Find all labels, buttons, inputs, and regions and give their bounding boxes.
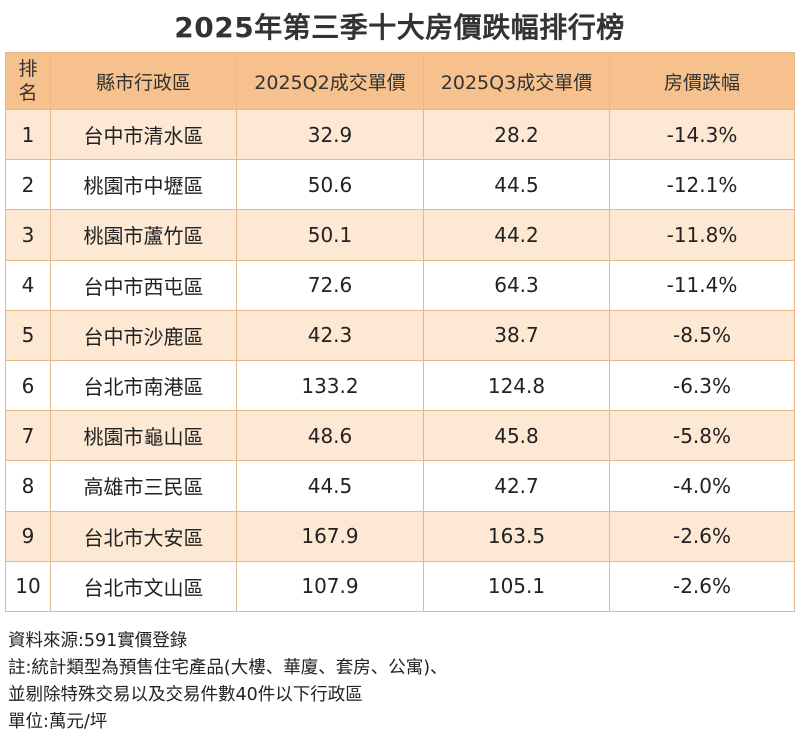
table-row: 3 桃園市蘆竹區 50.1 44.2 -11.8% xyxy=(5,209,795,261)
cell-rank: 4 xyxy=(5,259,51,311)
cell-rank: 8 xyxy=(5,460,51,512)
cell-district: 桃園市蘆竹區 xyxy=(50,209,237,261)
cell-decline: -8.5% xyxy=(609,309,795,361)
footnote-source: 資料來源:591實價登錄 xyxy=(8,631,188,651)
header-rank: 排名 xyxy=(5,52,51,110)
cell-q3-price: 28.2 xyxy=(423,108,610,161)
footnotes: 資料來源:591實價登錄 註:統計類型為預售住宅產品(大樓、華廈、套房、公寓)、… xyxy=(8,628,448,736)
cell-q3-price: 124.8 xyxy=(423,359,610,412)
table-header-row: 排名 縣市行政區 2025Q2成交單價 2025Q3成交單價 房價跌幅 xyxy=(5,52,795,110)
cell-decline: -14.3% xyxy=(609,108,795,161)
cell-rank: 9 xyxy=(5,510,51,562)
cell-q2-price: 167.9 xyxy=(236,510,424,562)
cell-rank: 2 xyxy=(5,159,51,211)
header-district: 縣市行政區 xyxy=(50,52,237,110)
cell-q3-price: 105.1 xyxy=(423,560,610,612)
cell-district: 桃園市龜山區 xyxy=(50,410,237,462)
header-decline: 房價跌幅 xyxy=(609,52,795,110)
cell-rank: 1 xyxy=(5,108,51,161)
cell-rank: 10 xyxy=(5,560,51,612)
cell-rank: 7 xyxy=(5,410,51,462)
table-row: 8 高雄市三民區 44.5 42.7 -4.0% xyxy=(5,460,795,512)
cell-rank: 3 xyxy=(5,209,51,261)
cell-decline: -2.6% xyxy=(609,510,795,562)
cell-q2-price: 72.6 xyxy=(236,259,424,311)
header-q2-price: 2025Q2成交單價 xyxy=(236,52,424,110)
cell-district: 台中市西屯區 xyxy=(50,259,237,311)
table-row: 5 台中市沙鹿區 42.3 38.7 -8.5% xyxy=(5,309,795,361)
cell-rank: 6 xyxy=(5,359,51,412)
table-row: 6 台北市南港區 133.2 124.8 -6.3% xyxy=(5,359,795,412)
table-row: 9 台北市大安區 167.9 163.5 -2.6% xyxy=(5,510,795,562)
cell-district: 台中市沙鹿區 xyxy=(50,309,237,361)
cell-q3-price: 64.3 xyxy=(423,259,610,311)
footnote-note-cont: 並剔除特殊交易以及交易件數40件以下行政區 xyxy=(8,685,363,705)
cell-decline: -4.0% xyxy=(609,460,795,512)
cell-decline: -5.8% xyxy=(609,410,795,462)
cell-decline: -12.1% xyxy=(609,159,795,211)
cell-q2-price: 133.2 xyxy=(236,359,424,412)
footnote-unit: 單位:萬元/坪 xyxy=(8,712,108,732)
cell-q3-price: 38.7 xyxy=(423,309,610,361)
cell-district: 台北市南港區 xyxy=(50,359,237,412)
cell-q2-price: 50.1 xyxy=(236,209,424,261)
cell-rank: 5 xyxy=(5,309,51,361)
table-row: 1 台中市清水區 32.9 28.2 -14.3% xyxy=(5,108,795,161)
cell-q2-price: 48.6 xyxy=(236,410,424,462)
cell-decline: -11.8% xyxy=(609,209,795,261)
cell-district: 台中市清水區 xyxy=(50,108,237,161)
table-body: 1 台中市清水區 32.9 28.2 -14.3% 2 桃園市中壢區 50.6 44.5 -12.… xyxy=(5,108,795,612)
cell-district: 台北市文山區 xyxy=(50,560,237,612)
cell-decline: -6.3% xyxy=(609,359,795,412)
table-row: 4 台中市西屯區 72.6 64.3 -11.4% xyxy=(5,259,795,311)
cell-q2-price: 42.3 xyxy=(236,309,424,361)
cell-q3-price: 42.7 xyxy=(423,460,610,512)
cell-decline: -2.6% xyxy=(609,560,795,612)
ranking-table: 排名 縣市行政區 2025Q2成交單價 2025Q3成交單價 房價跌幅 1 台中市… xyxy=(5,52,795,612)
cell-district: 桃園市中壢區 xyxy=(50,159,237,211)
table-row: 2 桃園市中壢區 50.6 44.5 -12.1% xyxy=(5,159,795,211)
cell-q3-price: 163.5 xyxy=(423,510,610,562)
header-q3-price: 2025Q3成交單價 xyxy=(423,52,610,110)
cell-district: 台北市大安區 xyxy=(50,510,237,562)
cell-district: 高雄市三民區 xyxy=(50,460,237,512)
cell-q3-price: 44.5 xyxy=(423,159,610,211)
table-row: 7 桃園市龜山區 48.6 45.8 -5.8% xyxy=(5,410,795,462)
cell-q3-price: 44.2 xyxy=(423,209,610,261)
cell-q3-price: 45.8 xyxy=(423,410,610,462)
cell-decline: -11.4% xyxy=(609,259,795,311)
cell-q2-price: 44.5 xyxy=(236,460,424,512)
chart-title: 2025年第三季十大房價跌幅排行榜 xyxy=(174,11,625,44)
table-row: 10 台北市文山區 107.9 105.1 -2.6% xyxy=(5,560,795,612)
cell-q2-price: 50.6 xyxy=(236,159,424,211)
footnote-note: 註:統計類型為預售住宅產品(大樓、華廈、套房、公寓)、 xyxy=(8,658,448,678)
cell-q2-price: 107.9 xyxy=(236,560,424,612)
cell-q2-price: 32.9 xyxy=(236,108,424,161)
